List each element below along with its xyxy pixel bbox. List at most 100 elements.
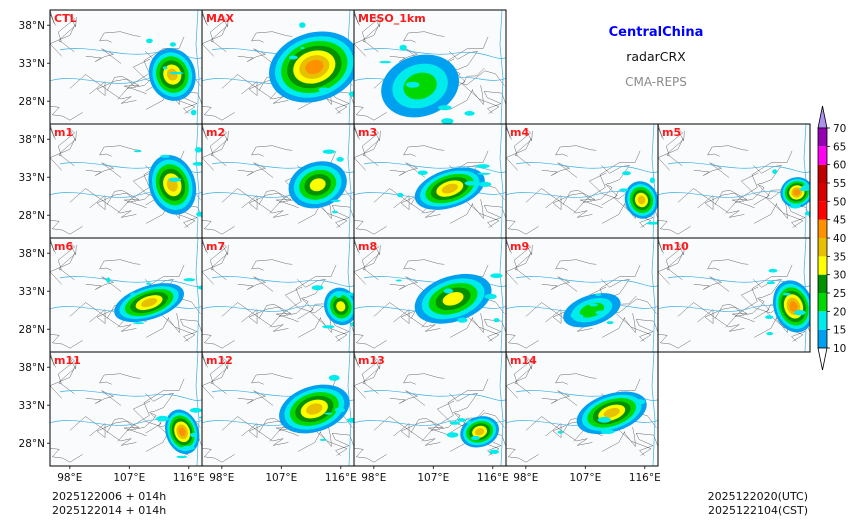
scattered-echo (606, 321, 614, 325)
scattered-echo (446, 432, 459, 438)
province-boundary (601, 427, 636, 452)
province-boundary (69, 302, 137, 332)
province-boundary (403, 259, 445, 271)
init-time-line1: 2025122006 + 014h (52, 490, 166, 503)
river-line (651, 124, 656, 238)
province-boundary (354, 366, 380, 399)
province-boundary (50, 352, 56, 368)
province-boundary (85, 48, 122, 64)
scattered-echo (405, 81, 420, 88)
province-boundary (145, 392, 174, 412)
province-boundary (354, 220, 387, 235)
province-boundary (251, 373, 293, 385)
map-panel: m5 (657, 123, 811, 239)
province-boundary (106, 418, 147, 437)
province-boundary (258, 190, 299, 209)
province-boundary (50, 24, 76, 57)
map-panel: m6 (49, 237, 203, 353)
lat-tick-label: 28°N (19, 324, 45, 336)
scattered-echo (162, 66, 168, 70)
province-boundary (117, 378, 185, 442)
colorbar-segment (818, 293, 827, 312)
scattered-echo (635, 399, 646, 405)
province-boundary (241, 192, 289, 211)
province-boundary (202, 106, 235, 121)
radar-echo-30dbz (309, 178, 326, 192)
scattered-echo (649, 177, 655, 184)
province-boundary (483, 205, 506, 228)
province-boundary (693, 276, 730, 292)
province-boundary (221, 188, 289, 218)
colorbar-tick-label: 65 (833, 141, 846, 153)
province-boundary (658, 124, 664, 140)
province-boundary (85, 276, 122, 292)
lon-tick-label: 116°E (173, 472, 205, 484)
radar-echo-35dbz (141, 298, 158, 308)
province-boundary (588, 286, 657, 314)
province-boundary (99, 373, 141, 385)
province-boundary (202, 10, 208, 26)
colorbar: 10 15 20 25 30 35 40 45 50 55 60 65 70 (817, 105, 846, 371)
scattered-echo (493, 318, 500, 323)
scattered-echo (332, 210, 338, 214)
panel-label: m5 (662, 126, 681, 139)
province-boundary (69, 188, 137, 218)
colorbar-extend-min (817, 347, 828, 371)
province-boundary (513, 356, 533, 384)
lat-tick-label: 28°N (19, 210, 45, 222)
province-boundary (126, 411, 162, 434)
river-line (363, 48, 506, 59)
radar-echo-30dbz (336, 301, 346, 312)
province-boundary (57, 128, 77, 156)
province-boundary (449, 199, 484, 224)
province-boundary (99, 31, 141, 43)
colorbar-segment (818, 329, 827, 348)
province-boundary (714, 304, 755, 323)
province-boundary (237, 276, 274, 292)
province-boundary (373, 302, 441, 332)
lat-tick-label: 33°N (19, 400, 45, 412)
province-boundary (361, 356, 381, 384)
map-panel: m2 (201, 123, 355, 239)
map-panel: m3 (353, 123, 507, 239)
province-boundary (449, 50, 478, 70)
province-boundary (221, 302, 289, 332)
colorbar-tick-label: 10 (833, 343, 846, 355)
map-panel: m14 (505, 351, 659, 467)
scattered-echo (160, 154, 170, 158)
province-boundary (658, 138, 684, 171)
scattered-echo (169, 42, 176, 47)
river-line (195, 10, 200, 124)
scattered-echo (443, 288, 453, 294)
province-boundary (555, 145, 597, 157)
scattered-echo (189, 407, 202, 413)
scattered-echo (490, 273, 503, 278)
province-boundary (635, 433, 658, 456)
scattered-echo (484, 293, 497, 300)
province-boundary (251, 259, 293, 271)
map-panel: m8 (353, 237, 507, 353)
province-boundary (354, 24, 380, 57)
province-boundary (677, 188, 745, 218)
map-panel: m10 (657, 237, 811, 353)
radar-echo-35dbz (166, 68, 178, 81)
colorbar-segment (818, 164, 827, 183)
latitude-tick-labels: 38°N 33°N 28°N 38°N 33°N 28°N 38°N 33°N 28°N 38°N… (19, 20, 50, 450)
scattered-echo (789, 204, 801, 209)
scattered-echo (347, 417, 354, 422)
scattered-echo (350, 321, 354, 327)
map-panel: m7 (201, 237, 355, 353)
province-boundary (258, 304, 299, 323)
scattered-echo (176, 455, 188, 459)
province-boundary (209, 242, 229, 270)
scattered-echo (311, 285, 324, 291)
panel-label: m4 (510, 126, 529, 139)
lat-tick-label: 28°N (19, 96, 45, 108)
province-boundary (410, 418, 451, 437)
colorbar-segment (818, 311, 827, 330)
province-boundary (658, 220, 691, 235)
scattered-echo (146, 38, 153, 44)
province-boundary (373, 188, 441, 218)
province-boundary (361, 14, 381, 42)
province-boundary (354, 138, 380, 171)
